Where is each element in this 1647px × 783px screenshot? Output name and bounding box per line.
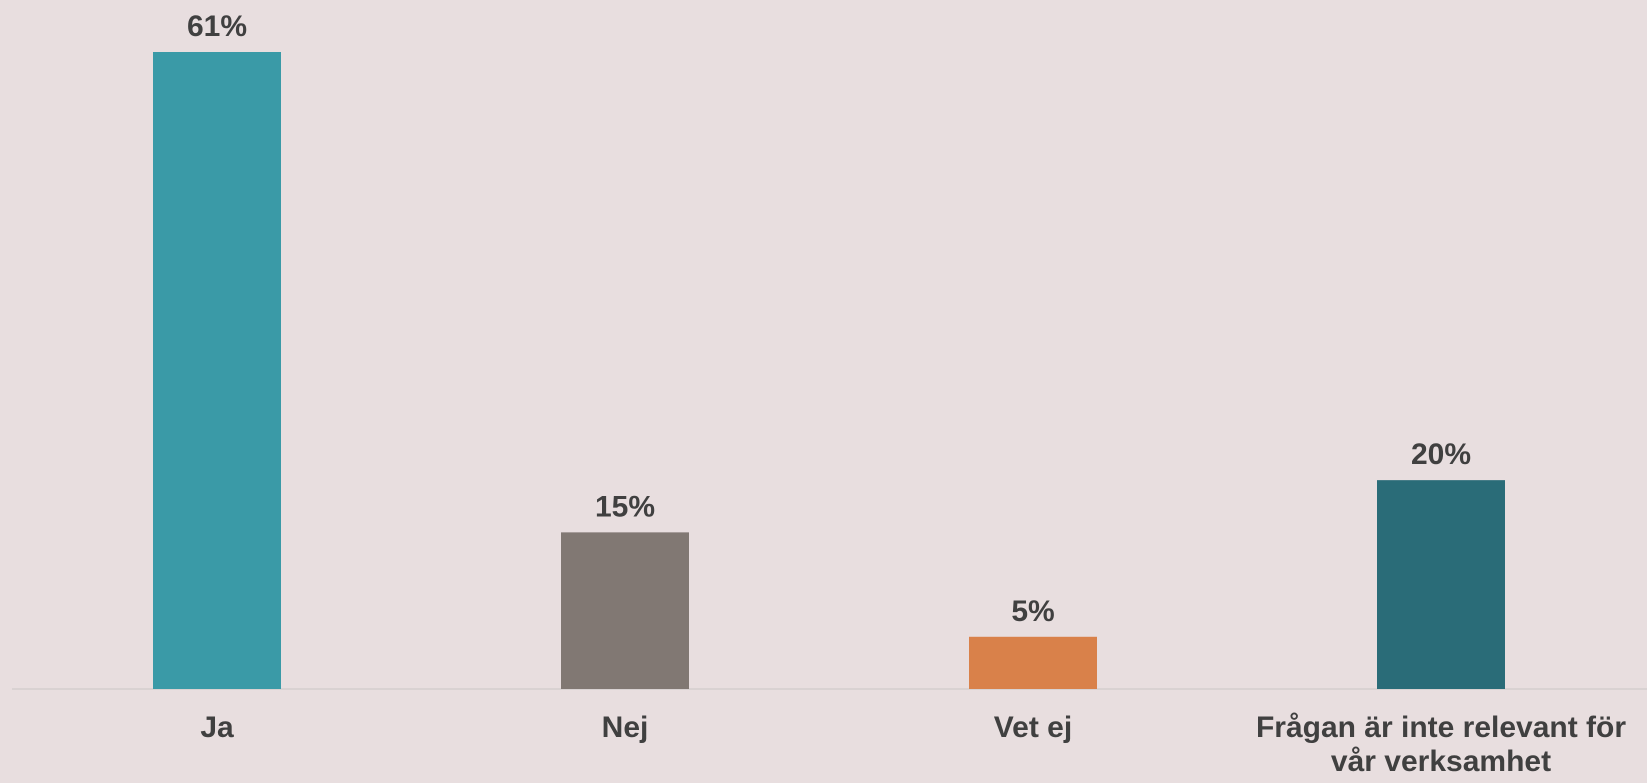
category-labels-group: Ja Nej Vet ej Frågan är inte relevant förvå… bbox=[200, 711, 1626, 778]
value-label-1: 15% bbox=[595, 490, 655, 523]
value-label-2: 5% bbox=[1011, 595, 1054, 628]
category-label-0: Ja bbox=[200, 711, 234, 744]
category-label-3-line-1: vår verksamhet bbox=[1331, 745, 1551, 778]
bars-group bbox=[153, 52, 1505, 689]
category-label-2: Vet ej bbox=[994, 711, 1072, 744]
bar-1 bbox=[561, 532, 689, 689]
bar-2 bbox=[969, 636, 1097, 689]
value-label-3: 20% bbox=[1411, 438, 1471, 471]
category-label-1: Nej bbox=[602, 711, 649, 744]
category-label-3-line-0: Frågan är inte relevant för bbox=[1256, 711, 1626, 744]
value-labels-group: 61% 15% 5% 20% bbox=[187, 10, 1471, 628]
bar-3 bbox=[1377, 480, 1505, 689]
value-label-0: 61% bbox=[187, 10, 247, 43]
bar-0 bbox=[153, 52, 281, 689]
